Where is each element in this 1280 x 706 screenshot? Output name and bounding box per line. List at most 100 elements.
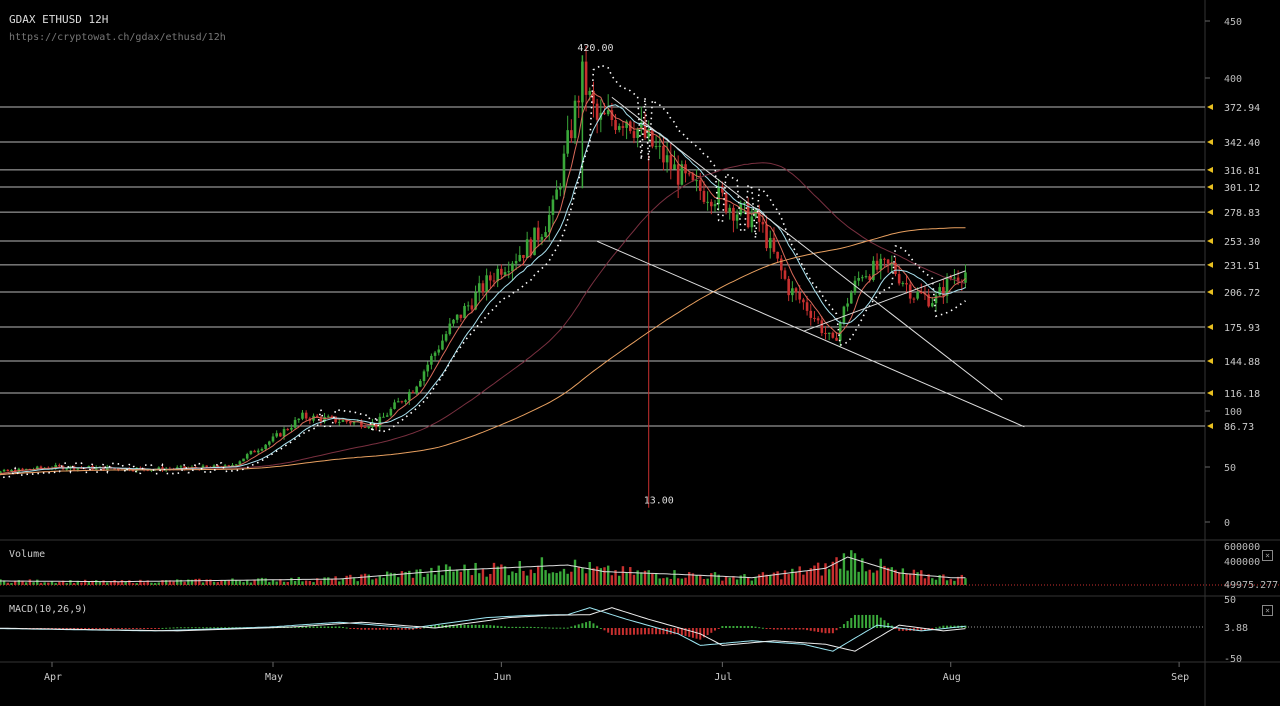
- candle-body: [511, 263, 514, 272]
- volume-bar: [691, 573, 695, 585]
- volume-bar: [304, 580, 308, 585]
- volume-bar: [551, 572, 555, 585]
- volume-bar: [562, 568, 566, 585]
- candle-body: [879, 258, 883, 270]
- volume-bar: [559, 571, 562, 585]
- macd-hist-bar: [574, 625, 577, 628]
- volume-bar: [168, 580, 172, 585]
- x-tick-label-2: Jun: [493, 672, 511, 683]
- macd-hist-bar: [732, 626, 735, 628]
- macd-hist-bar: [798, 628, 801, 630]
- volume-bar: [684, 577, 687, 585]
- macd-hist-bar: [500, 626, 503, 628]
- macd-hist-bar: [349, 628, 352, 629]
- volume-bar: [223, 580, 227, 585]
- volume-bar: [389, 572, 393, 585]
- macd-hist-bar: [316, 626, 319, 628]
- candle-body: [525, 239, 529, 258]
- volume-bar: [238, 580, 242, 585]
- macd-hist-bar: [632, 628, 635, 635]
- macd-hist-bar: [802, 628, 805, 630]
- volume-bar: [408, 570, 411, 585]
- candle-body: [24, 468, 28, 470]
- macd-hist-bar: [935, 627, 937, 629]
- candle-body: [441, 340, 444, 350]
- macd-close-icon[interactable]: ×: [1262, 605, 1273, 616]
- macd-hist-bar: [165, 627, 168, 629]
- candle-body: [363, 427, 367, 429]
- candle-body: [0, 471, 2, 474]
- candle-body: [562, 153, 566, 188]
- volume-bar: [312, 582, 315, 585]
- volume-bar: [87, 581, 91, 585]
- macd-hist-bar: [481, 624, 484, 628]
- volume-bar: [599, 568, 603, 585]
- volume-bar: [651, 573, 654, 585]
- candle-body: [820, 320, 824, 334]
- macd-hist-bar: [577, 624, 580, 628]
- macd-hist-bar: [920, 628, 923, 631]
- candle-body: [175, 467, 179, 470]
- macd-hist-bar: [581, 623, 584, 628]
- candle-body: [927, 294, 930, 307]
- macd-hist-bar: [901, 628, 904, 631]
- volume-bar: [2, 580, 6, 585]
- price-level-label-2: 316.81: [1224, 166, 1260, 177]
- candle-body: [942, 287, 945, 296]
- volume-bar: [397, 577, 400, 585]
- volume-bar: [669, 578, 672, 585]
- volume-bar: [695, 575, 698, 585]
- candle-body: [212, 465, 216, 468]
- macd-hist-bar: [739, 626, 742, 628]
- candle-body: [724, 192, 728, 213]
- price-level-label-6: 231.51: [1224, 261, 1260, 272]
- volume-bar: [220, 580, 223, 585]
- macd-hist-bar: [817, 628, 820, 632]
- volume-bar: [813, 565, 816, 585]
- macd-hist-bar: [747, 626, 750, 628]
- volume-bar: [610, 575, 614, 585]
- candle-body: [916, 292, 919, 299]
- volume-bar: [205, 579, 208, 585]
- volume-bar: [632, 574, 636, 585]
- volume-bar: [106, 582, 109, 585]
- volume-bar: [772, 572, 776, 585]
- macd-hist-bar: [529, 626, 532, 628]
- macd-hist-bar: [98, 628, 101, 629]
- macd-hist-bar: [139, 628, 142, 629]
- price-level-label-11: 86.73: [1224, 422, 1254, 433]
- volume-bar: [500, 564, 503, 585]
- volume-bar: [419, 569, 422, 585]
- macd-hist-bar: [868, 614, 871, 628]
- volume-bar: [897, 572, 901, 585]
- volume-bar: [58, 581, 61, 585]
- macd-hist-bar: [168, 627, 171, 629]
- candle-body: [485, 275, 488, 293]
- candle-body: [444, 334, 448, 341]
- candle-body: [577, 100, 581, 103]
- macd-hist-bar: [537, 627, 540, 629]
- candle-body: [433, 352, 437, 356]
- macd-hist-bar: [124, 628, 127, 629]
- volume-bar: [209, 579, 212, 585]
- macd-hist-bar: [607, 628, 610, 633]
- volume-bar: [522, 570, 525, 585]
- volume-close-icon[interactable]: ×: [1262, 550, 1273, 561]
- candle-body: [588, 90, 592, 95]
- candle-body: [507, 271, 511, 273]
- macd-hist-bar: [791, 628, 794, 630]
- macd-histogram-group: [0, 614, 967, 640]
- macd-hist-bar: [931, 628, 934, 629]
- volume-bar: [743, 574, 746, 585]
- candle-body: [886, 259, 890, 264]
- macd-hist-bar: [853, 614, 856, 628]
- macd-hist-bar: [102, 628, 105, 629]
- ma-fast-line: [0, 91, 966, 475]
- macd-hist-bar: [809, 628, 812, 631]
- volume-bar: [198, 578, 201, 585]
- price-level-marker-8: [1207, 324, 1213, 330]
- volume-bar: [98, 581, 102, 585]
- volume-bar: [735, 579, 739, 585]
- volume-bar: [470, 575, 474, 585]
